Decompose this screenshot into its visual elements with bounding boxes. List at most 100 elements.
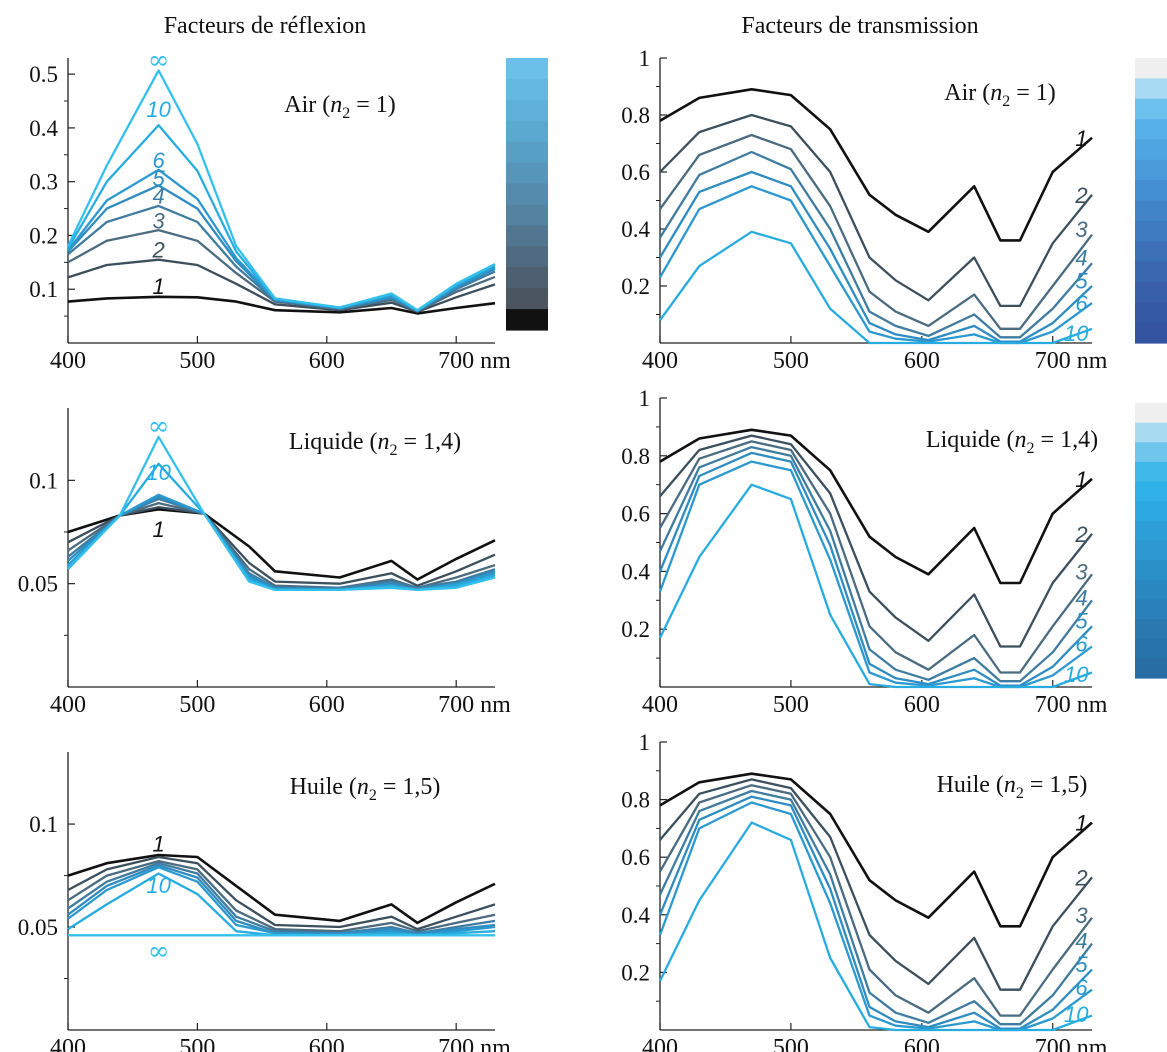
y-tick-label: 0.1	[29, 468, 58, 493]
series-line-10	[67, 124, 496, 312]
column-title-reflection: Facteurs de réflexion	[164, 13, 367, 39]
series-line-5	[658, 451, 1093, 687]
series-line-3	[67, 501, 496, 589]
color-swatch-cell	[506, 120, 548, 143]
curve-label: 5	[1075, 952, 1088, 977]
y-tick-label: 0.1	[29, 277, 58, 302]
curve-label: 2	[1074, 865, 1087, 890]
color-swatch-cell	[506, 267, 548, 289]
curve-label: 3	[1075, 559, 1088, 584]
series-line-inf	[67, 435, 496, 592]
y-tick-label: 0.6	[621, 845, 650, 870]
y-tick-label: 0.8	[621, 103, 650, 128]
color-swatch-cell	[1135, 638, 1167, 659]
medium-annotation: Huile (n2 = 1,5)	[290, 774, 441, 804]
color-swatch-cell	[1135, 281, 1167, 303]
color-swatch-cell	[506, 99, 548, 122]
x-tick-label: 600	[904, 348, 940, 374]
curve-label: 3	[1075, 217, 1088, 242]
series-line-6	[658, 801, 1093, 1032]
series-line-1	[67, 507, 496, 581]
color-swatch-cell	[506, 204, 548, 226]
curve-label: 4	[1075, 585, 1087, 610]
color-swatch-cell	[506, 78, 548, 101]
x-tick-label: 400	[50, 348, 86, 374]
curve-label: 4	[1075, 929, 1087, 954]
series-line-inf	[66, 69, 496, 312]
x-tick-label: 500	[179, 1035, 215, 1052]
panel-transmission-air: 0.2 0.4 0.6 0.8 1 400 500 600 700 nm 1 2 3 456 10 Air …	[621, 46, 1167, 374]
color-swatch-cell	[1135, 658, 1167, 679]
series-line-3	[659, 133, 1093, 330]
color-swatch-cell	[1135, 540, 1167, 561]
y-tick-label: 0.05	[18, 915, 58, 940]
series-line-6	[67, 493, 496, 592]
series-line-2	[659, 434, 1093, 648]
color-swatch-cell	[1135, 579, 1167, 600]
y-tick-label: 0.6	[621, 160, 650, 185]
color-swatch-cell	[1135, 442, 1167, 463]
color-swatch-cell	[1135, 560, 1167, 581]
curve-label: 1	[152, 832, 164, 857]
series-line-1	[67, 853, 496, 925]
x-tick-label: 400	[50, 1035, 86, 1052]
curve-label: 10	[1064, 662, 1089, 687]
x-tick-label: 700 nm	[1035, 348, 1108, 374]
curve-label: 4	[152, 184, 164, 209]
y-tick-label: 0.2	[621, 274, 650, 299]
curve-label: ∞	[148, 412, 170, 442]
series-line-4	[658, 445, 1093, 683]
color-swatch-cell	[1135, 159, 1167, 181]
color-swatch-cell	[1135, 78, 1167, 100]
color-swatch-cell	[1135, 599, 1167, 620]
x-tick-label: 700 nm	[438, 692, 511, 718]
curve-label: 2	[1074, 183, 1087, 208]
x-tick-label: 600	[309, 348, 345, 374]
series-line-5	[659, 170, 1093, 343]
x-tick-label: 700 nm	[1035, 692, 1108, 718]
curve-label: ∞	[148, 937, 170, 967]
curve-label: ∞	[148, 46, 170, 76]
x-tick-label: 500	[773, 692, 809, 718]
y-tick-label: 0.05	[18, 572, 58, 597]
color-swatch-cell	[1135, 501, 1167, 522]
series-line-2	[67, 855, 496, 931]
series-line-3	[658, 440, 1093, 674]
series-line-2	[659, 113, 1093, 308]
curve-label: 10	[146, 97, 171, 122]
curve-label: 10	[146, 460, 171, 485]
curve-label: 3	[1075, 903, 1088, 928]
series-line-5	[67, 864, 496, 935]
series-line-1	[659, 428, 1093, 585]
series-line-4	[67, 204, 496, 312]
color-swatch-cell	[506, 288, 548, 310]
curve-label: 3	[152, 208, 165, 233]
curve-label: 2	[1074, 522, 1087, 547]
color-swatch-cell	[1135, 461, 1167, 483]
color-swatch-cell	[506, 183, 548, 205]
color-swatch-cell	[1135, 220, 1167, 242]
x-tick-label: 500	[773, 348, 809, 374]
curve-label: 5	[1075, 268, 1088, 293]
y-tick-label: 0.4	[621, 217, 650, 242]
series-line-10	[658, 821, 1093, 1032]
medium-annotation: Air (n2 = 1)	[284, 92, 396, 122]
curve-label: 1	[152, 274, 164, 299]
panel-reflection-huile: 0.05 0.1 400 500 600 700 nm 1 10 ∞ Huile (n2 = 1,…	[18, 752, 511, 1052]
series-line-2	[659, 778, 1093, 991]
curve-label: 1	[1075, 811, 1087, 836]
series-line-1	[659, 772, 1093, 928]
curve-label: 4	[1075, 246, 1087, 271]
y-tick-label: 0.5	[29, 62, 58, 87]
y-tick-label: 0.2	[621, 617, 650, 642]
x-tick-label: 500	[773, 1035, 809, 1052]
x-tick-label: 700 nm	[438, 1035, 511, 1052]
color-swatch-cell	[1135, 58, 1167, 79]
color-swatch-cell	[506, 58, 548, 80]
x-tick-label: 400	[50, 692, 86, 718]
y-tick-label: 0.4	[621, 559, 650, 584]
curve-label: 1	[152, 517, 164, 542]
color-swatch-cell	[506, 225, 548, 247]
